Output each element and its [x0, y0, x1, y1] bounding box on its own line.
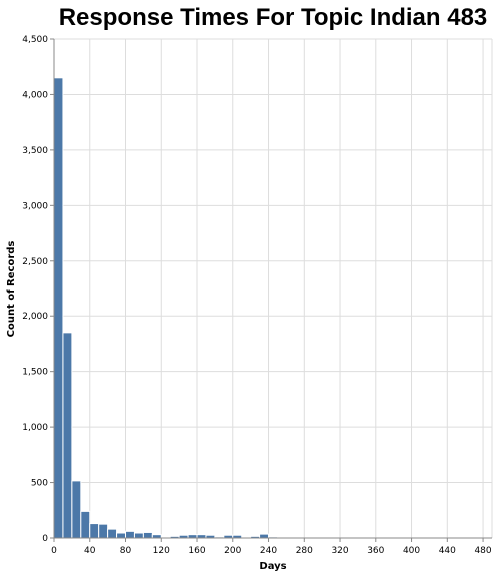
y-tick-label: 2,500 [22, 257, 48, 267]
x-tick-label: 80 [120, 546, 132, 556]
y-tick-label: 1,500 [22, 368, 48, 378]
histogram-bar [107, 528, 118, 539]
grid-lines [53, 38, 493, 539]
x-axis-title: Days [259, 561, 286, 572]
y-tick-label: 2,000 [22, 312, 48, 322]
x-tick-label: 440 [439, 546, 456, 556]
x-tick-label: 240 [260, 546, 277, 556]
x-tick-label: 40 [84, 546, 96, 556]
histogram-bar [71, 480, 82, 539]
histogram-bar [116, 532, 127, 539]
histogram-bar [53, 77, 64, 539]
x-tick-label: 400 [403, 546, 420, 556]
y-tick-label: 3,000 [22, 201, 48, 211]
histogram-bar [125, 530, 135, 539]
x-tick-label: 280 [296, 546, 313, 556]
y-tick-label: 3,500 [22, 146, 48, 156]
x-tick-label: 480 [474, 546, 491, 556]
chart-title: Response Times For Topic Indian 483 [59, 4, 488, 31]
histogram-bar [98, 523, 109, 539]
x-tick-label: 160 [188, 546, 205, 556]
histogram-bar [142, 531, 153, 539]
axes: 0 500 1,000 1,500 2,000 2,500 3,000 3,500 4,000 4… [22, 35, 492, 556]
histogram-bar [62, 332, 73, 539]
histogram-bar [133, 532, 144, 539]
histogram-bar [80, 510, 91, 539]
y-tick-label: 0 [42, 534, 48, 544]
x-tick-label: 200 [224, 546, 241, 556]
y-axis-title: Count of Records [6, 241, 17, 338]
x-tick-label: 360 [367, 546, 384, 556]
bars [53, 77, 278, 539]
histogram-bar [259, 533, 270, 539]
histogram-bar [89, 523, 100, 539]
x-tick-label: 120 [153, 546, 170, 556]
x-tick-label: 320 [331, 546, 348, 556]
y-tick-label: 1,000 [22, 423, 48, 433]
y-tick-label: 500 [31, 479, 48, 489]
y-tick-label: 4,500 [22, 35, 48, 45]
x-tick-label: 0 [51, 546, 57, 556]
y-tick-label: 4,000 [22, 90, 48, 100]
